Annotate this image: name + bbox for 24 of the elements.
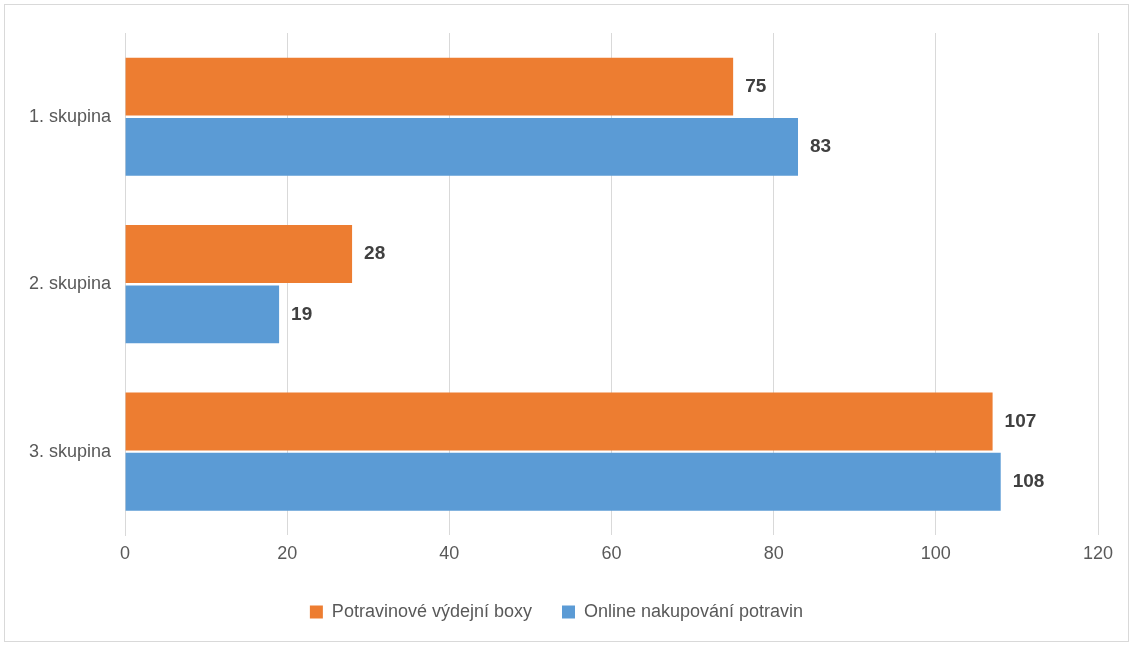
y-tick-label: 1. skupina xyxy=(28,105,113,126)
bar xyxy=(125,225,353,283)
x-tick-label: 60 xyxy=(601,543,622,564)
x-tick-label: 20 xyxy=(277,543,298,564)
data-label: 19 xyxy=(291,302,313,324)
x-tick-label: 100 xyxy=(920,543,951,564)
bar xyxy=(125,57,734,116)
legend-label: Potravinové výdejní boxy xyxy=(331,600,532,621)
bar xyxy=(125,117,799,176)
bar xyxy=(125,392,993,451)
legend-label: Online nakupování potravin xyxy=(583,600,804,621)
data-label: 75 xyxy=(745,74,767,96)
bar xyxy=(125,285,280,344)
x-tick-label: 0 xyxy=(120,543,131,564)
bar xyxy=(125,452,1001,511)
x-tick-label: 40 xyxy=(439,543,460,564)
x-tick-label: 120 xyxy=(1082,543,1114,564)
data-label: 107 xyxy=(1004,409,1037,431)
data-label: 83 xyxy=(810,135,832,157)
data-label: 108 xyxy=(1012,470,1045,492)
y-tick-label: 3. skupina xyxy=(28,440,113,461)
x-tick-label: 80 xyxy=(763,543,784,564)
data-label: 28 xyxy=(364,242,386,264)
y-tick-label: 2. skupina xyxy=(28,273,113,294)
